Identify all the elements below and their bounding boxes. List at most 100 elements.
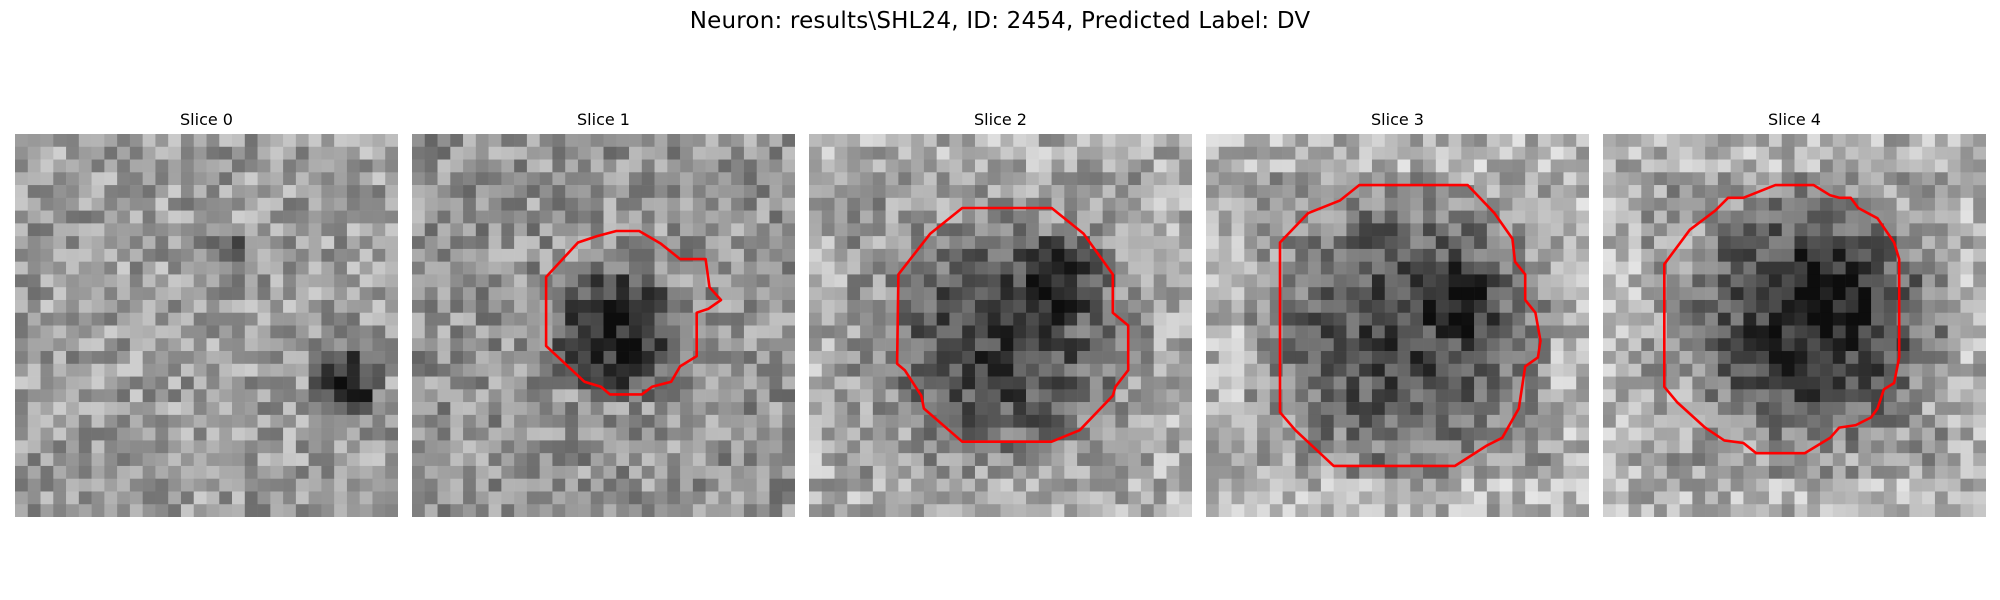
pixel [1410, 376, 1424, 390]
pixel [244, 351, 258, 365]
pixel [731, 299, 745, 314]
pixel [923, 363, 937, 377]
pixel [1781, 287, 1795, 301]
pixel [809, 351, 823, 365]
pixel [731, 146, 745, 160]
pixel [1410, 402, 1424, 416]
pixel [385, 376, 398, 390]
pixel [1973, 197, 1986, 211]
pixel [501, 414, 515, 428]
pixel [488, 363, 502, 377]
pixel [692, 363, 706, 377]
pixel [1781, 376, 1795, 390]
pixel [180, 363, 195, 377]
pixel [1474, 478, 1488, 492]
pixel [15, 274, 29, 288]
pixel [1064, 134, 1078, 148]
pixel [1537, 236, 1551, 250]
pixel [270, 363, 284, 377]
pixel [129, 248, 143, 262]
pixel [501, 236, 515, 250]
pixel [488, 134, 502, 148]
pixel [1679, 172, 1693, 186]
pixel [590, 427, 604, 441]
pixel [1384, 274, 1398, 288]
pixel [1474, 185, 1488, 199]
pixel [1909, 248, 1923, 262]
pixel [705, 325, 719, 339]
pixel [1282, 146, 1296, 160]
pixel [1244, 389, 1258, 403]
pixel [1244, 248, 1258, 262]
pixel [1832, 299, 1846, 314]
pixel [1282, 210, 1296, 224]
pixel [1820, 504, 1834, 517]
pixel [321, 504, 335, 517]
pixel [1026, 440, 1040, 454]
pixel [898, 274, 912, 288]
pixel [40, 172, 54, 186]
pixel [1705, 325, 1719, 339]
pixel [1896, 236, 1910, 250]
pixel [603, 210, 617, 224]
pixel [1960, 465, 1974, 479]
pixel [629, 197, 643, 211]
pixel [667, 325, 681, 339]
pixel [1333, 453, 1347, 467]
pixel [1960, 427, 1974, 441]
slice-title: Slice 2 [974, 110, 1027, 129]
pixel [1102, 134, 1116, 148]
pixel [1973, 274, 1986, 288]
pixel [180, 159, 195, 173]
pixel [809, 146, 823, 160]
pixel [463, 427, 477, 441]
pixel [27, 402, 41, 416]
pixel [949, 440, 963, 454]
pixel [1269, 465, 1283, 479]
pixel [834, 453, 848, 467]
pixel [552, 274, 566, 288]
pixel [514, 325, 528, 339]
pixel [1346, 363, 1360, 377]
pixel [372, 414, 386, 428]
pixel [232, 312, 246, 326]
pixel [1537, 287, 1551, 301]
pixel [1820, 389, 1834, 403]
pixel [1206, 414, 1220, 428]
pixel [1679, 338, 1693, 352]
pixel [705, 146, 719, 160]
pixel [1512, 299, 1526, 314]
pixel [1179, 427, 1192, 441]
pixel [206, 402, 220, 416]
pixel [40, 402, 54, 416]
pixel [412, 491, 426, 505]
pixel [834, 427, 848, 441]
pixel [168, 236, 182, 250]
pixel [1064, 402, 1078, 416]
pixel [1320, 325, 1334, 339]
pixel [15, 185, 29, 199]
pixel [1051, 197, 1065, 211]
pixel [1359, 453, 1373, 467]
pixel [346, 172, 360, 186]
pixel [705, 427, 719, 441]
pixel [1628, 146, 1642, 160]
pixel [616, 210, 630, 224]
pixel [450, 402, 464, 416]
pixel [962, 478, 976, 492]
pixel [1257, 312, 1271, 326]
pixel [821, 146, 835, 160]
pixel [1179, 325, 1192, 339]
pixel [1423, 185, 1437, 199]
pixel [809, 223, 823, 237]
pixel [1820, 491, 1834, 505]
pixel [641, 287, 655, 301]
pixel [1179, 185, 1192, 199]
pixel [667, 389, 681, 403]
pixel [104, 504, 118, 517]
pixel [1257, 338, 1271, 352]
pixel [1705, 504, 1719, 517]
pixel [104, 363, 118, 377]
pixel [743, 248, 757, 262]
pixel [514, 440, 528, 454]
